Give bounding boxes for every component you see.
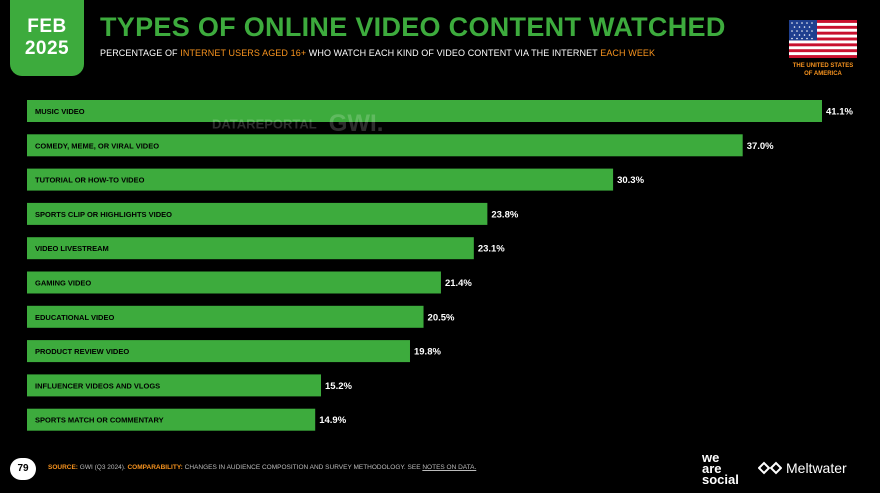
logo-we: we — [702, 450, 720, 465]
country-line-2: OF AMERICA — [804, 71, 842, 77]
bar — [27, 202, 488, 225]
footer-source: SOURCE: GWI (Q3 2024). COMPARABILITY: CH… — [48, 464, 476, 471]
bar-value-label: 23.1% — [478, 244, 505, 255]
meltwater-icon — [758, 461, 782, 475]
subtitle-part-3: WHO WATCH EACH KIND OF VIDEO CONTENT VIA… — [306, 48, 601, 58]
comparability-label: COMPARABILITY: — [127, 464, 183, 471]
subtitle-part-2: INTERNET USERS AGED 16+ — [180, 48, 307, 58]
bar-category-label: SPORTS CLIP OR HIGHLIGHTS VIDEO — [35, 210, 172, 219]
bar — [27, 408, 316, 431]
bar-value-label: 41.1% — [826, 107, 853, 118]
bar-category-label: VIDEO LIVESTREAM — [35, 244, 109, 253]
subtitle-part-4: EACH WEEK — [600, 48, 656, 58]
bar — [27, 168, 614, 191]
bar-value-label: 23.8% — [491, 209, 518, 220]
bar-value-label: 19.8% — [414, 347, 441, 358]
comparability-text: CHANGES IN AUDIENCE COMPOSITION AND SURV… — [184, 464, 421, 471]
bar — [27, 374, 322, 397]
logo-are: are — [702, 461, 722, 476]
bar-value-label: 14.9% — [319, 415, 346, 426]
country-label: THE UNITED STATES OF AMERICA — [782, 62, 864, 78]
notes-on-data-link[interactable]: NOTES ON DATA. — [422, 464, 477, 471]
page-subtitle: PERCENTAGE OF INTERNET USERS AGED 16+ WH… — [100, 48, 655, 58]
bar-value-label: 21.4% — [445, 278, 472, 289]
logo-social: social — [702, 472, 739, 487]
bar — [27, 100, 822, 122]
source-text: GWI (Q3 2024). — [79, 464, 126, 471]
meltwater-logo: Meltwater — [758, 460, 847, 476]
bar-category-label: PRODUCT REVIEW VIDEO — [35, 347, 129, 356]
subtitle-part-1: PERCENTAGE OF — [100, 48, 181, 58]
meltwater-text: Meltwater — [786, 460, 847, 476]
bar-category-label: SPORTS MATCH OR COMMENTARY — [35, 416, 164, 425]
page-title: TYPES OF ONLINE VIDEO CONTENT WATCHED — [100, 12, 726, 42]
bar — [27, 340, 410, 363]
bar-category-label: COMEDY, MEME, OR VIRAL VIDEO — [35, 141, 159, 150]
bar-value-label: 30.3% — [617, 175, 644, 186]
bar — [27, 237, 474, 260]
bar-category-label: GAMING VIDEO — [35, 279, 91, 288]
bar-value-label: 20.5% — [428, 312, 455, 323]
bar-value-label: 15.2% — [325, 381, 352, 392]
bar-category-label: INFLUENCER VIDEOS AND VLOGS — [35, 381, 160, 390]
bar — [27, 134, 743, 157]
us-flag-icon — [789, 20, 857, 58]
page-number: 79 — [10, 458, 36, 480]
bar-category-label: TUTORIAL OR HOW-TO VIDEO — [35, 176, 145, 185]
bar-category-label: MUSIC VIDEO — [35, 107, 85, 116]
bar-category-label: EDUCATIONAL VIDEO — [35, 313, 114, 322]
source-label: SOURCE: — [48, 464, 78, 471]
we-are-social-logo: we are social — [702, 450, 739, 487]
bar-value-label: 37.0% — [747, 141, 774, 152]
bar — [27, 271, 441, 294]
badge-month: FEB — [27, 16, 67, 37]
badge-year: 2025 — [24, 38, 70, 59]
date-badge: FEB 2025 — [10, 0, 84, 76]
country-line-1: THE UNITED STATES — [792, 63, 854, 69]
bar — [27, 305, 424, 328]
